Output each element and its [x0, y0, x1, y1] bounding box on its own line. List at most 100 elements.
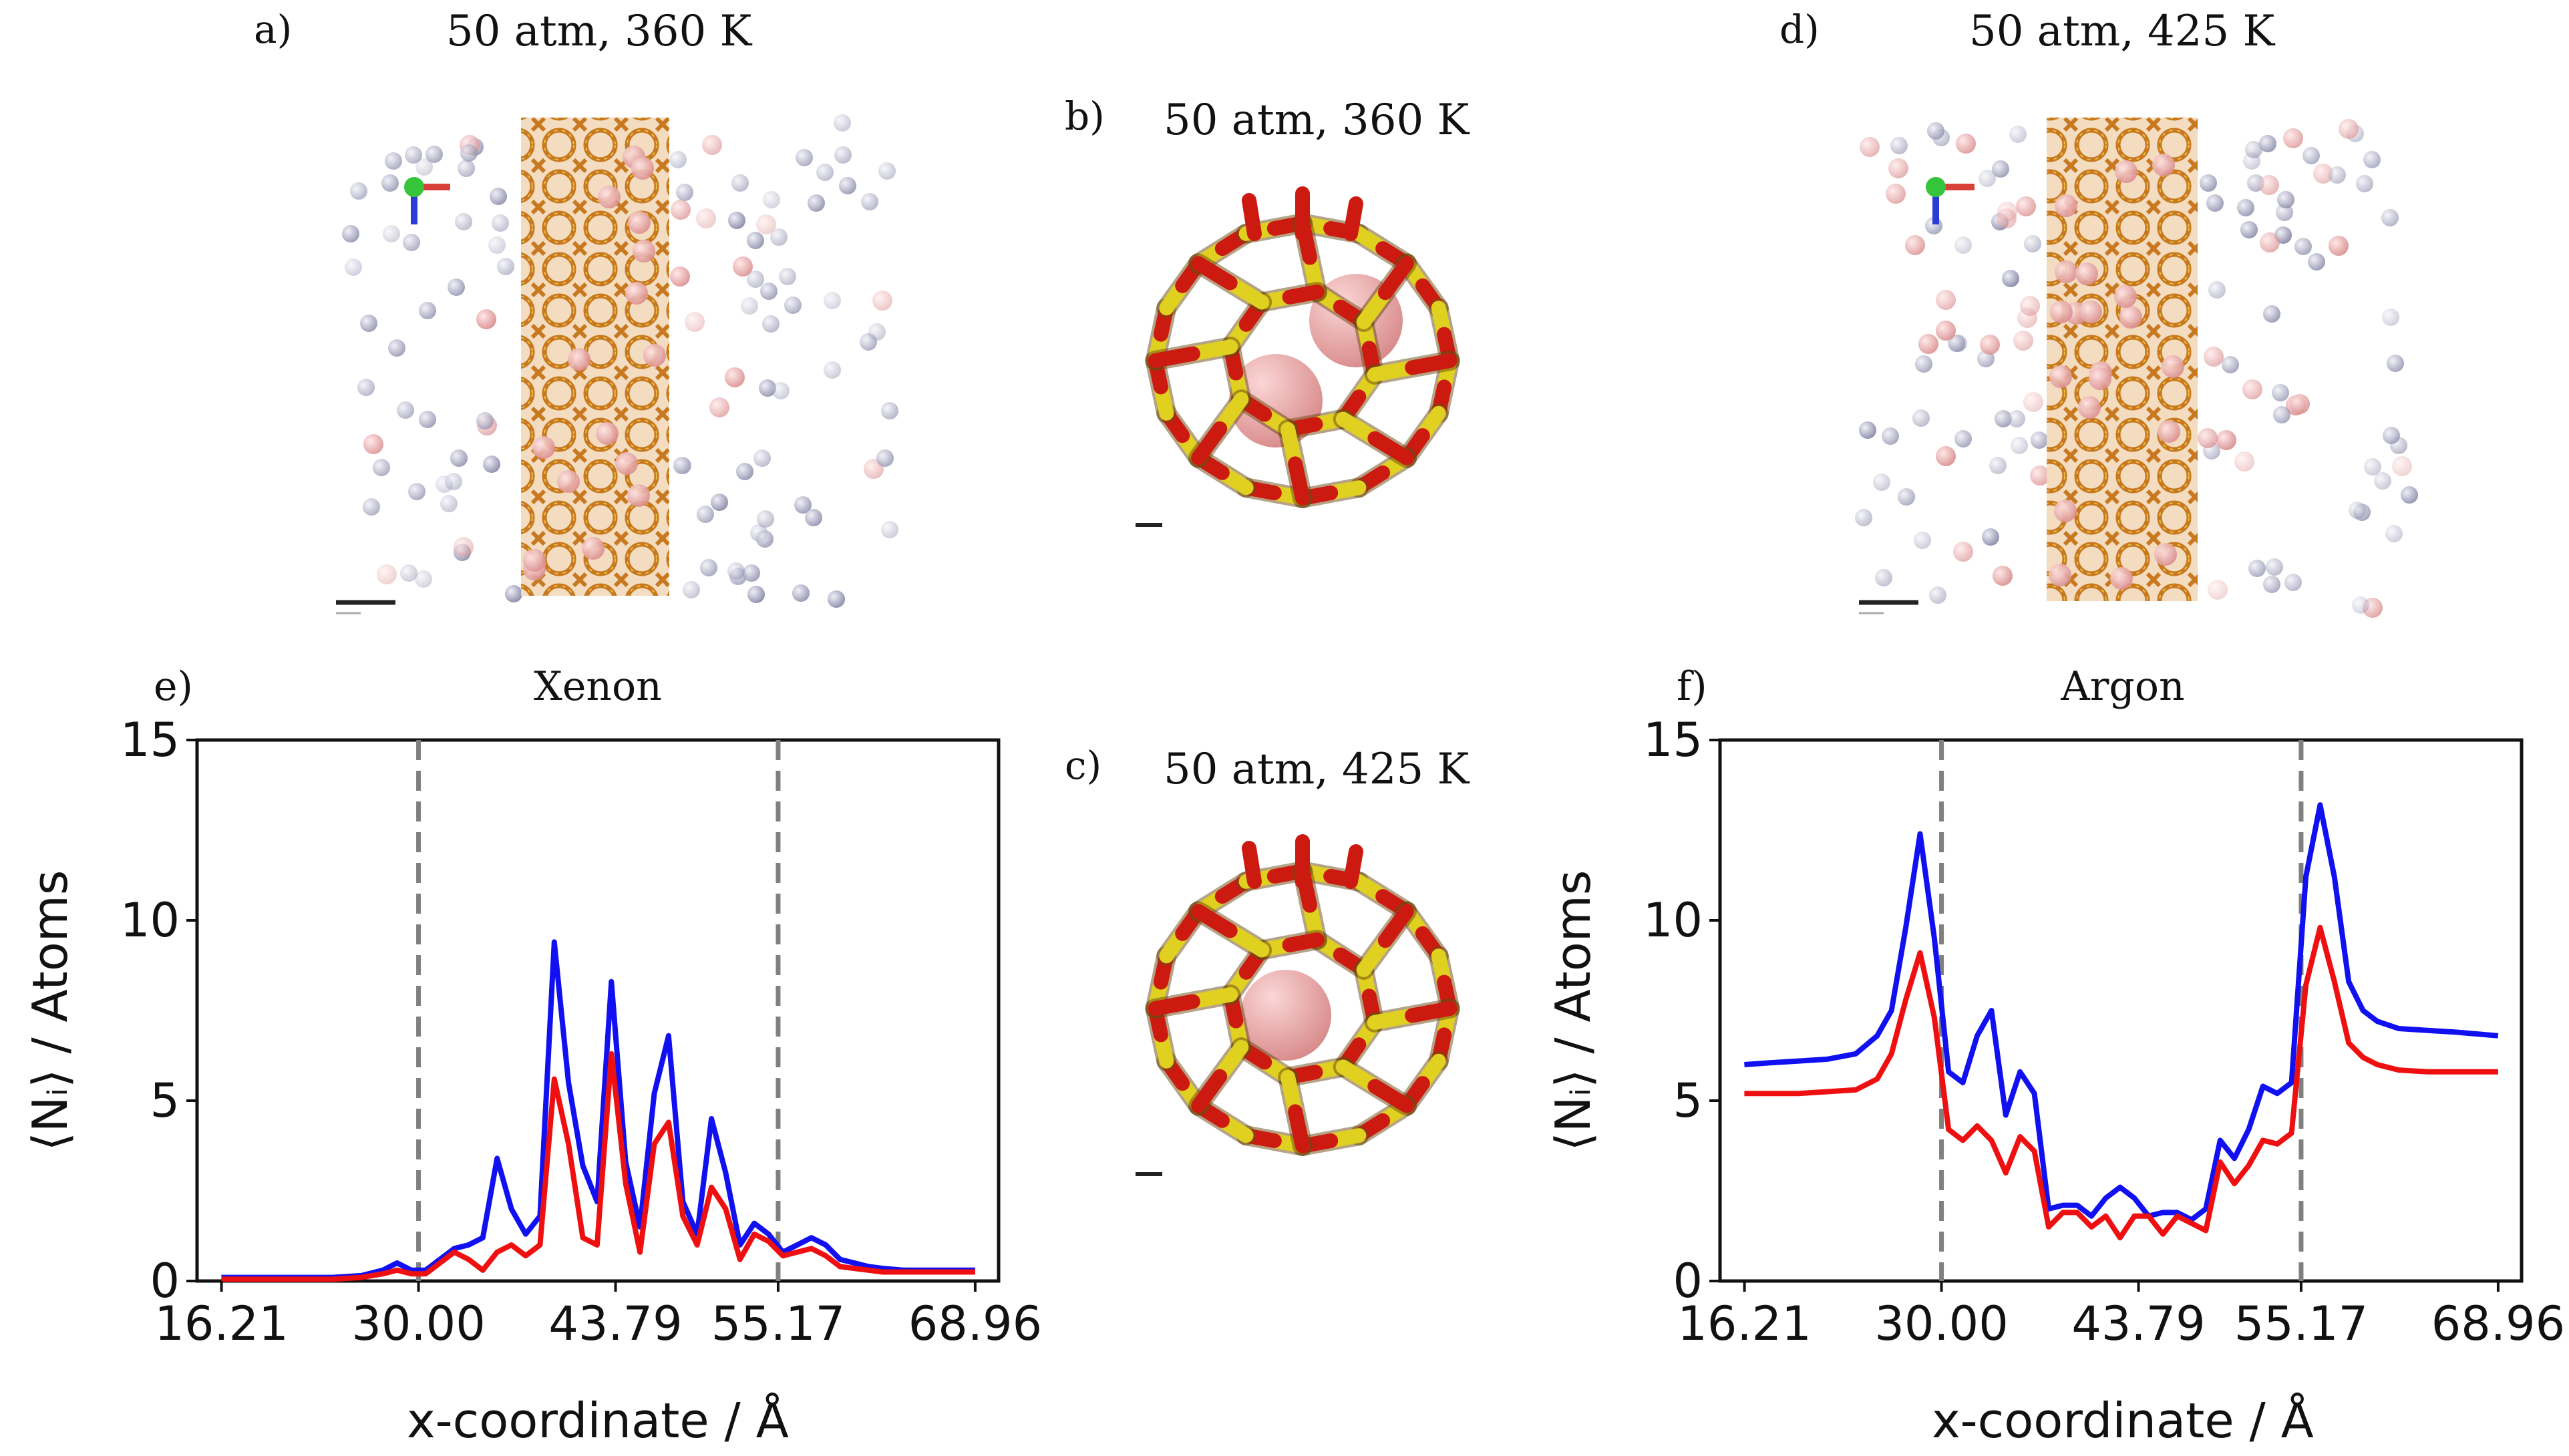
- xenon-atom: [1953, 542, 1973, 562]
- argon-atom: [458, 160, 475, 177]
- argon-atom: [736, 463, 753, 480]
- x-tick-label: 55.17: [2234, 1296, 2368, 1351]
- argon-atom: [345, 258, 362, 276]
- argon-atom: [460, 144, 478, 162]
- argon-atom: [2008, 410, 2025, 427]
- cage-render-c: [1145, 834, 1460, 1156]
- xenon-atom: [1980, 335, 2000, 355]
- argon-atom: [876, 449, 894, 467]
- xenon-atom: [2242, 379, 2262, 399]
- argon-atom: [488, 236, 506, 254]
- argon-atom: [878, 162, 896, 180]
- xenon-atom: [2050, 301, 2073, 323]
- xenon-atom: [627, 484, 650, 507]
- xenon-atom: [1860, 137, 1880, 157]
- xenon-atom: [725, 367, 745, 387]
- y-tick-label: 10: [1643, 893, 1703, 948]
- argon-atom: [676, 184, 693, 201]
- argon-atom: [1989, 457, 2007, 474]
- argon-atom: [757, 510, 774, 528]
- argon-atom: [808, 194, 825, 212]
- xenon-atom: [2078, 396, 2101, 419]
- argon-atom: [1915, 355, 1932, 373]
- xenon-atom: [523, 549, 546, 572]
- series-line-red: [1744, 924, 2498, 1241]
- xenon-atom: [2162, 355, 2184, 378]
- argon-atom: [741, 297, 758, 315]
- argon-atom: [440, 495, 458, 512]
- argon-atom: [834, 146, 852, 164]
- argon-atom: [490, 188, 507, 205]
- chart-e-panel-label: e): [154, 663, 193, 710]
- argon-atom: [419, 302, 436, 319]
- argon-atom: [805, 509, 822, 526]
- xenon-atom: [733, 256, 753, 277]
- y-tick-label: 15: [120, 713, 180, 767]
- xenon-atom: [2079, 301, 2102, 323]
- series-line-blue: [1744, 802, 2499, 1223]
- xenon-atom: [2115, 160, 2137, 183]
- xenon-atom: [2204, 347, 2224, 367]
- xenon-atom: [2208, 580, 2228, 600]
- series-line-blue: [221, 939, 975, 1280]
- xenon-atom: [615, 452, 638, 475]
- xenon-in-framework-a: [523, 146, 666, 580]
- scale-bar-d: [1859, 600, 1918, 614]
- xenon-atom: [872, 291, 892, 311]
- xenon-atom: [2198, 428, 2218, 448]
- xenon-atom: [2013, 331, 2033, 351]
- argon-atom: [779, 268, 796, 285]
- argon-atom: [403, 234, 420, 251]
- xenon-atom: [1993, 566, 2013, 586]
- argon-atom: [415, 158, 433, 176]
- cage-render-b: [1145, 186, 1460, 508]
- xenon-atom: [2020, 296, 2040, 316]
- y-tick-label: 0: [1673, 1254, 1703, 1308]
- argon-atom: [700, 559, 717, 576]
- panel-c-label: c): [1065, 743, 1102, 788]
- argon-atom: [1929, 586, 1946, 604]
- argon-atom: [505, 585, 522, 602]
- argon-atom: [1875, 569, 1892, 586]
- argon-atom: [1873, 474, 1890, 491]
- argon-atom: [2276, 204, 2293, 221]
- xenon-atom: [2055, 194, 2077, 217]
- argon-atom: [1979, 170, 1996, 187]
- xenon-atom: [2392, 456, 2412, 476]
- y-tick-label: 10: [120, 893, 180, 948]
- argon-atom: [2356, 175, 2373, 192]
- xenon-atom: [1936, 321, 1956, 341]
- chart-xenon: e) Xenon 16.21 30.00 43.79 55.17 68.96 0 5 10 15…: [22, 663, 1042, 1449]
- axis-triad-icon: [404, 177, 450, 224]
- x-tick-label: 43.79: [2071, 1296, 2205, 1351]
- argon-atom: [2206, 194, 2224, 212]
- argon-atom: [2383, 427, 2400, 444]
- argon-atom: [497, 258, 514, 275]
- xenon-atom: [633, 240, 655, 262]
- argon-atom: [2374, 472, 2391, 490]
- xenon-atom: [532, 436, 555, 459]
- xenon-atom: [598, 186, 621, 208]
- y-tick-label: 0: [150, 1254, 180, 1308]
- argon-atom: [2237, 199, 2254, 216]
- argon-atom: [350, 182, 367, 200]
- xenon-atom: [671, 200, 691, 220]
- argon-atom: [2240, 221, 2258, 238]
- argon-atom: [1954, 430, 1972, 447]
- xenon-atom: [2016, 196, 2036, 216]
- xenon-atom: [2075, 262, 2098, 285]
- argon-atom: [397, 401, 414, 419]
- argon-atom: [1855, 509, 1872, 526]
- argon-atom: [828, 590, 845, 608]
- argon-atom: [834, 114, 851, 132]
- xenon-atom: [2054, 500, 2077, 522]
- xenon-atom: [2089, 367, 2111, 390]
- xenon-atom: [2110, 567, 2133, 590]
- argon-atom: [1992, 160, 2009, 178]
- xenon-atom: [643, 344, 666, 367]
- xenon-atom: [476, 309, 496, 329]
- argon-atom: [683, 581, 700, 598]
- argon-atom: [1859, 421, 1876, 439]
- xenon-atom: [2283, 128, 2303, 148]
- snapshot-d: [1855, 118, 2418, 618]
